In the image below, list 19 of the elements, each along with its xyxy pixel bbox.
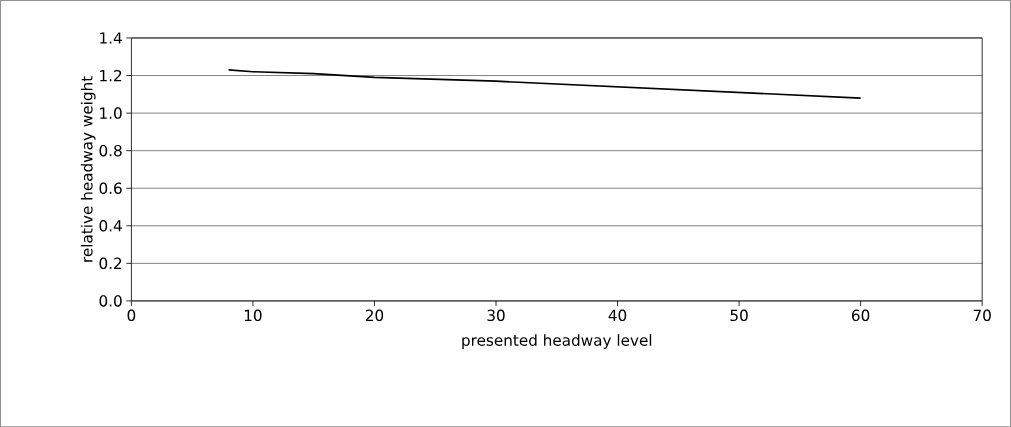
y-tick-label: 0.6	[99, 182, 122, 194]
x-tick-label: 40	[608, 309, 627, 321]
x-tick-label: 0	[127, 309, 136, 321]
y-tick-label: 0.2	[99, 257, 122, 270]
y-tick-label: 0.4	[99, 219, 122, 232]
y-tick-label: 1.4	[100, 32, 122, 44]
y-axis-title: relative headway weight	[80, 76, 96, 262]
y-tick-label: 0.0	[99, 295, 122, 307]
x-axis-title: presented headway level	[462, 334, 652, 349]
line-series	[227, 68, 862, 99]
x-tick-label: 50	[730, 309, 748, 321]
y-tick-label: 0.8	[99, 144, 122, 157]
x-tick-label: 70	[973, 309, 991, 321]
x-tick-label: 60	[852, 309, 870, 321]
x-tick-label: 10	[244, 309, 262, 321]
x-tick-label: 20	[365, 309, 384, 321]
y-tick-label: 1.0	[100, 107, 122, 119]
y-tick-label: 1.2	[100, 69, 122, 82]
x-tick-label: 30	[487, 309, 505, 321]
